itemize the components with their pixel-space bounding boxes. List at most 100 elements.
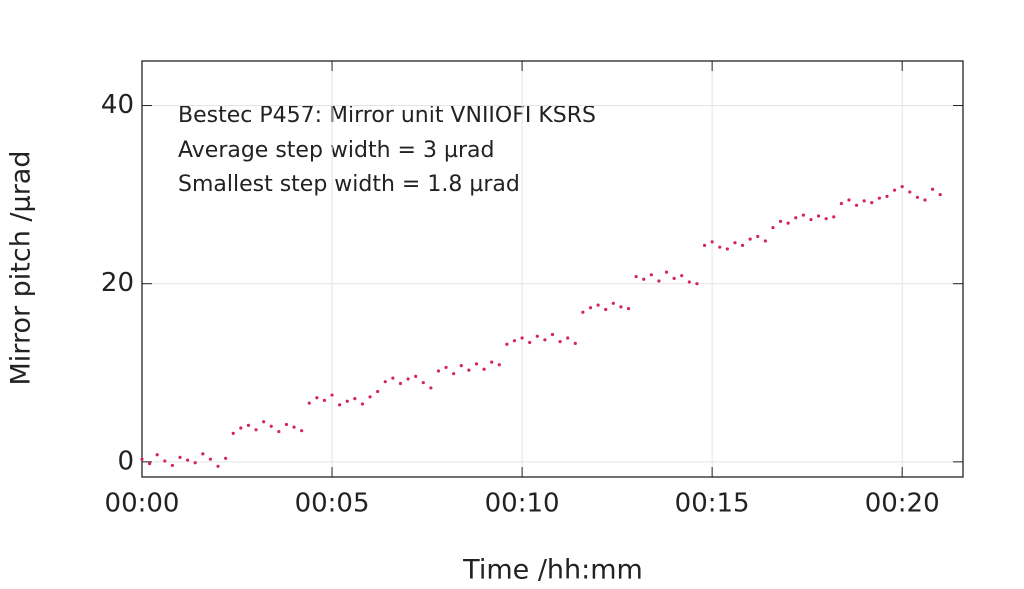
data-point: [520, 336, 524, 340]
data-point: [642, 277, 646, 281]
data-point: [239, 426, 243, 430]
data-point: [908, 190, 912, 194]
data-point: [148, 462, 152, 466]
data-point: [360, 402, 365, 406]
data-point: [915, 195, 919, 199]
data-point: [702, 243, 707, 247]
data-point: [619, 305, 623, 309]
data-point: [809, 217, 813, 222]
data-point: [224, 456, 228, 460]
data-point: [429, 386, 433, 390]
data-point: [345, 399, 349, 403]
data-point: [816, 214, 821, 218]
data-point: [626, 307, 631, 311]
annotation: Average step width = 3 µrad: [178, 138, 494, 163]
data-point: [170, 463, 175, 468]
data-point: [596, 303, 600, 307]
data-point: [528, 340, 532, 345]
data-point: [748, 237, 752, 241]
data-point: [307, 401, 311, 405]
data-point: [300, 429, 304, 433]
data-point: [216, 464, 220, 468]
data-point: [657, 279, 661, 283]
data-point: [725, 247, 729, 251]
data-point: [824, 217, 828, 221]
data-point: [140, 457, 144, 461]
data-point: [581, 310, 585, 314]
data-point: [763, 239, 767, 243]
data-point: [877, 196, 881, 200]
data-point: [277, 429, 281, 434]
data-point: [854, 203, 859, 207]
data-point: [680, 274, 684, 278]
data-point: [558, 339, 562, 344]
data-point: [262, 420, 266, 424]
data-point: [604, 307, 608, 312]
data-point: [368, 395, 372, 399]
data-point: [292, 425, 296, 429]
data-point: [832, 215, 836, 219]
data-point: [338, 403, 342, 407]
data-point: [201, 452, 205, 456]
data-point: [566, 336, 570, 340]
y-axis-label: Mirror pitch /µrad: [6, 151, 37, 386]
data-point: [543, 338, 547, 342]
data-point: [550, 332, 555, 337]
data-point: [923, 198, 927, 202]
data-point: [459, 364, 463, 368]
data-point: [512, 339, 517, 343]
data-point: [672, 276, 676, 280]
data-point: [155, 453, 159, 457]
data-point: [208, 457, 213, 461]
data-point: [315, 396, 319, 400]
data-point: [892, 188, 897, 192]
data-point: [421, 380, 425, 385]
data-point: [801, 213, 805, 217]
data-point: [474, 362, 479, 366]
data-point: [930, 187, 935, 191]
data-point: [436, 369, 441, 373]
data-point: [398, 381, 403, 386]
data-point: [353, 397, 357, 401]
data-point: [649, 273, 653, 277]
data-point: [771, 225, 775, 230]
x-tick-label: 00:00: [105, 489, 180, 519]
data-point: [383, 380, 387, 384]
data-point: [870, 201, 874, 205]
y-tick-label: 20: [101, 268, 134, 298]
data-point: [254, 428, 258, 432]
data-point: [718, 245, 722, 249]
data-point: [322, 398, 327, 402]
data-point: [847, 198, 851, 202]
data-point: [938, 193, 942, 197]
x-tick-label: 00:05: [295, 489, 370, 519]
data-point: [444, 365, 448, 370]
data-point: [687, 280, 691, 284]
y-tick-label: 40: [101, 90, 134, 120]
data-point: [794, 216, 798, 220]
data-point: [178, 455, 182, 460]
data-point: [535, 334, 539, 338]
data-point: [505, 342, 509, 346]
data-point: [391, 376, 395, 380]
data-point: [497, 363, 501, 367]
data-point: [246, 423, 251, 427]
data-point: [193, 461, 197, 465]
data-point: [756, 234, 760, 239]
data-point: [786, 221, 790, 225]
annotation: Smallest step width = 1.8 µrad: [178, 172, 520, 197]
data-point: [634, 274, 638, 279]
data-point: [284, 422, 289, 427]
data-point: [611, 301, 615, 305]
data-point: [900, 185, 904, 189]
data-point: [573, 341, 577, 345]
y-tick-label: 0: [117, 446, 134, 476]
data-point: [490, 360, 494, 364]
x-tick-label: 00:20: [865, 489, 940, 519]
data-point: [330, 393, 334, 397]
x-tick-label: 00:10: [485, 489, 560, 519]
data-point: [482, 367, 486, 371]
annotation: Bestec P457: Mirror unit VNIIOFI KSRS: [178, 103, 596, 128]
data-point: [778, 219, 783, 223]
